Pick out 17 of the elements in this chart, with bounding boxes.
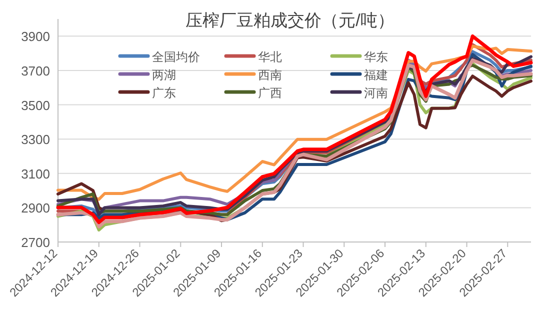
legend-label: 福建 xyxy=(364,68,388,82)
legend-label: 河南 xyxy=(364,86,388,100)
y-tick-label: 3900 xyxy=(21,29,50,44)
chart-title: 压榨厂豆粕成交价（元/吨） xyxy=(186,11,394,30)
legend-label: 华东 xyxy=(364,50,388,64)
y-tick-label: 3500 xyxy=(21,98,50,113)
legend-label: 全国均价 xyxy=(152,50,200,64)
legend-label: 西南 xyxy=(258,68,282,82)
legend-label: 两湖 xyxy=(152,68,176,82)
y-tick-label: 3100 xyxy=(21,166,50,182)
y-tick-label: 2700 xyxy=(21,235,50,250)
y-tick-label: 3300 xyxy=(21,132,50,148)
legend-label: 华北 xyxy=(258,50,282,64)
y-tick-label: 2900 xyxy=(21,200,50,216)
y-tick-label: 3700 xyxy=(21,63,50,78)
legend-label: 广东 xyxy=(152,86,176,100)
legend-label: 广西 xyxy=(258,86,282,100)
